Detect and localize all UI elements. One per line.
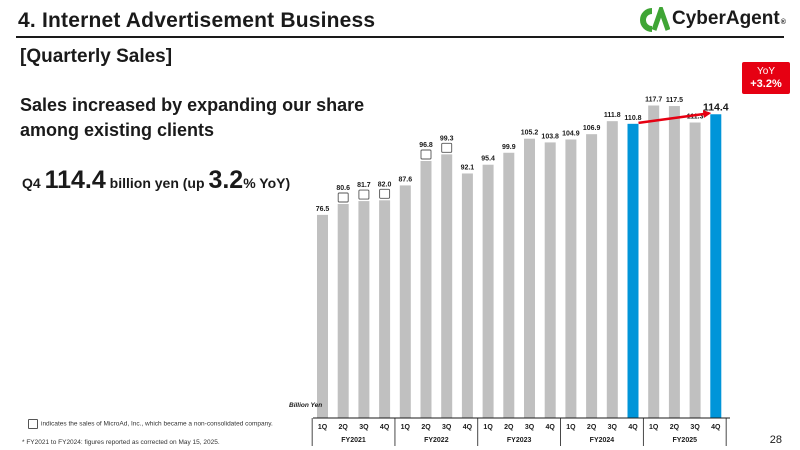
bar-11 [544,142,556,418]
data-label-17: 117.5 [666,97,683,104]
data-label-0: 76.5 [316,206,330,213]
kpi-summary: Q4 114.4 billion yen (up 3.2% YoY) [22,166,290,195]
data-label-11: 103.8 [541,133,559,140]
tick-label-9: 2Q [504,424,514,431]
headline: Sales increased by expanding our share a… [20,95,365,140]
bar-13 [586,134,598,419]
tick-label-15: 4Q [628,424,638,431]
microad-marker-1 [337,192,349,203]
bar-10 [524,138,535,418]
section-title: 4. Internet Advertisement Business [18,9,376,32]
data-label-3: 82.0 [378,181,392,188]
tick-label-8: 1Q [483,424,493,431]
chart-subtitle: [Quarterly Sales] [20,46,173,67]
title-divider [16,36,784,38]
yoy-callout: YoY +3.2% [742,62,790,94]
data-label-5: 96.8 [419,142,433,149]
tick-label-7: 4Q [463,424,473,431]
data-label-2: 81.7 [357,182,371,189]
tick-label-0: 1Q [318,424,328,431]
bar-18 [689,122,701,418]
data-label-1: 80.6 [336,185,350,192]
bar-1 [337,204,349,418]
data-label-4: 87.6 [398,176,412,183]
kpi-sales-unit: billion yen (up [109,175,205,191]
bar-7 [461,173,473,418]
bar-15 [627,123,639,419]
microad-marker-2 [358,189,370,200]
data-label-16: 117.7 [645,97,662,104]
bar-2 [358,201,370,418]
fy-label-3: FY2024 [590,437,615,444]
yoy-arrow [638,110,712,125]
microad-legend-icon [28,419,38,429]
bar-9 [503,152,515,418]
fy-label-1: FY2022 [424,437,449,444]
bar-19 [710,114,722,418]
bar-12 [565,139,577,419]
tick-label-14: 3Q [608,424,618,431]
tick-label-2: 3Q [359,424,369,431]
tick-label-19: 4Q [711,424,721,431]
tick-label-1: 2Q [339,424,349,431]
yoy-callout-value: +3.2% [750,78,782,90]
kpi-sales-value: 114.4 [44,166,106,194]
bar-16 [648,105,660,418]
tick-label-18: 3Q [690,424,700,431]
legend-note: indicates the sales of MicroAd, Inc., wh… [28,419,273,429]
kpi-yoy-suffix: % YoY) [243,175,291,191]
tick-label-17: 2Q [670,424,680,431]
tick-label-5: 2Q [421,424,431,431]
data-label-19: 114.4 [703,101,729,113]
bar-14 [606,121,618,419]
data-label-18: 111.3 [687,113,704,120]
microad-marker-6 [441,142,453,153]
tick-label-13: 2Q [587,424,597,431]
tick-label-6: 3Q [442,424,452,431]
tick-label-10: 3Q [525,424,535,431]
data-label-10: 105.2 [521,130,539,137]
fy-label-2: FY2023 [507,437,532,444]
bar-0 [317,214,328,418]
tick-label-11: 4Q [546,424,556,431]
data-label-9: 99.9 [502,144,516,151]
logo-text: CyberAgent® [672,8,786,29]
chart-unit-label: Billion Yen [289,402,323,409]
tick-label-4: 1Q [401,424,411,431]
data-label-12: 104.9 [562,130,580,137]
microad-marker-3 [379,188,391,199]
data-label-13: 106.9 [583,125,601,132]
bar-3 [379,200,391,418]
kpi-quarter: Q4 [22,175,41,191]
bar-8 [482,164,494,418]
kpi-yoy-value: 3.2 [208,166,244,194]
bar-17 [668,106,680,418]
cyberagent-logo-icon [640,7,670,32]
bar-4 [399,185,411,418]
page-number: 28 [769,434,782,446]
data-label-8: 95.4 [481,156,495,163]
data-label-6: 99.3 [440,135,454,142]
data-label-15: 110.8 [624,115,641,122]
tick-label-16: 1Q [649,424,659,431]
footnote: * FY2021 to FY2024: figures reported as … [22,439,220,446]
tick-label-12: 1Q [566,424,576,431]
tick-label-3: 4Q [380,424,390,431]
data-label-7: 92.1 [461,164,475,171]
fy-label-4: FY2025 [672,437,697,444]
fy-label-0: FY2021 [341,437,366,444]
data-label-14: 111.8 [604,112,621,119]
yoy-callout-label: YoY [757,66,775,77]
bar-5 [420,160,432,418]
microad-marker-5 [420,149,432,160]
bar-6 [441,154,453,418]
